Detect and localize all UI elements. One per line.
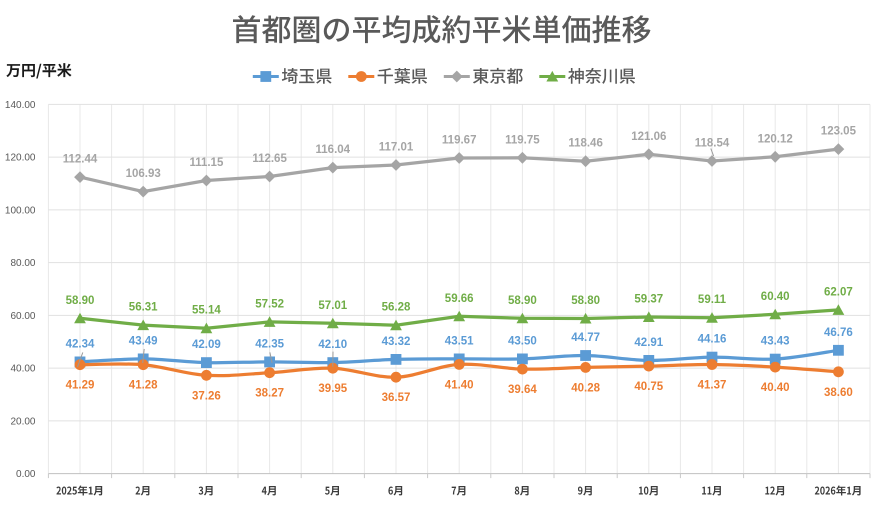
svg-text:0.00: 0.00	[16, 469, 36, 480]
svg-text:40.00: 40.00	[10, 364, 35, 375]
svg-text:58.90: 58.90	[66, 295, 95, 307]
svg-text:37.26: 37.26	[192, 390, 221, 402]
svg-text:57.52: 57.52	[255, 298, 284, 310]
svg-text:38.27: 38.27	[255, 388, 284, 400]
svg-text:46.76: 46.76	[824, 327, 853, 339]
svg-text:39.95: 39.95	[318, 383, 347, 395]
svg-text:41.29: 41.29	[66, 380, 95, 392]
svg-text:60.00: 60.00	[10, 311, 35, 322]
svg-text:59.37: 59.37	[634, 294, 663, 306]
svg-text:111.15: 111.15	[189, 157, 224, 169]
svg-text:123.05: 123.05	[821, 126, 857, 138]
svg-text:42.35: 42.35	[255, 338, 284, 350]
svg-text:117.01: 117.01	[379, 142, 414, 154]
svg-text:112.44: 112.44	[63, 154, 98, 166]
svg-text:59.11: 59.11	[698, 294, 727, 306]
svg-text:42.10: 42.10	[318, 339, 347, 351]
svg-text:120.12: 120.12	[758, 133, 793, 145]
svg-text:119.75: 119.75	[505, 134, 540, 146]
svg-text:119.67: 119.67	[442, 135, 477, 147]
svg-text:100.00: 100.00	[5, 206, 36, 217]
svg-text:44.16: 44.16	[698, 334, 727, 346]
svg-text:106.93: 106.93	[126, 168, 161, 180]
svg-text:118.54: 118.54	[695, 138, 730, 150]
svg-text:40.40: 40.40	[761, 382, 790, 394]
svg-text:44.77: 44.77	[571, 332, 600, 344]
svg-text:60.40: 60.40	[761, 291, 790, 303]
svg-text:40.75: 40.75	[634, 381, 663, 393]
svg-text:20.00: 20.00	[10, 417, 35, 428]
svg-text:42.09: 42.09	[192, 339, 221, 351]
svg-text:56.31: 56.31	[129, 302, 158, 314]
svg-text:62.07: 62.07	[824, 286, 853, 298]
svg-text:140.00: 140.00	[5, 100, 36, 111]
svg-text:116.04: 116.04	[316, 144, 351, 156]
svg-text:41.37: 41.37	[698, 380, 727, 392]
svg-text:43.49: 43.49	[129, 335, 158, 347]
svg-text:112.65: 112.65	[252, 153, 287, 165]
svg-text:41.28: 41.28	[129, 380, 158, 392]
svg-text:40.28: 40.28	[571, 382, 600, 394]
svg-text:43.43: 43.43	[761, 336, 790, 348]
svg-text:80.00: 80.00	[10, 258, 35, 269]
svg-text:39.64: 39.64	[508, 384, 537, 396]
svg-text:43.32: 43.32	[382, 336, 411, 348]
svg-text:118.46: 118.46	[568, 138, 603, 150]
svg-text:43.51: 43.51	[445, 335, 474, 347]
svg-text:36.57: 36.57	[382, 392, 411, 404]
svg-text:120.00: 120.00	[5, 153, 36, 164]
svg-text:59.66: 59.66	[445, 293, 474, 305]
svg-text:56.28: 56.28	[382, 302, 411, 314]
svg-text:58.90: 58.90	[508, 295, 537, 307]
svg-text:42.91: 42.91	[634, 337, 663, 349]
svg-text:121.06: 121.06	[631, 131, 666, 143]
svg-text:41.40: 41.40	[445, 379, 474, 391]
svg-text:57.01: 57.01	[318, 300, 347, 312]
svg-text:38.60: 38.60	[824, 387, 853, 399]
svg-text:43.50: 43.50	[508, 335, 537, 347]
svg-text:58.80: 58.80	[571, 295, 600, 307]
svg-text:42.34: 42.34	[66, 338, 95, 350]
svg-text:55.14: 55.14	[192, 305, 221, 317]
